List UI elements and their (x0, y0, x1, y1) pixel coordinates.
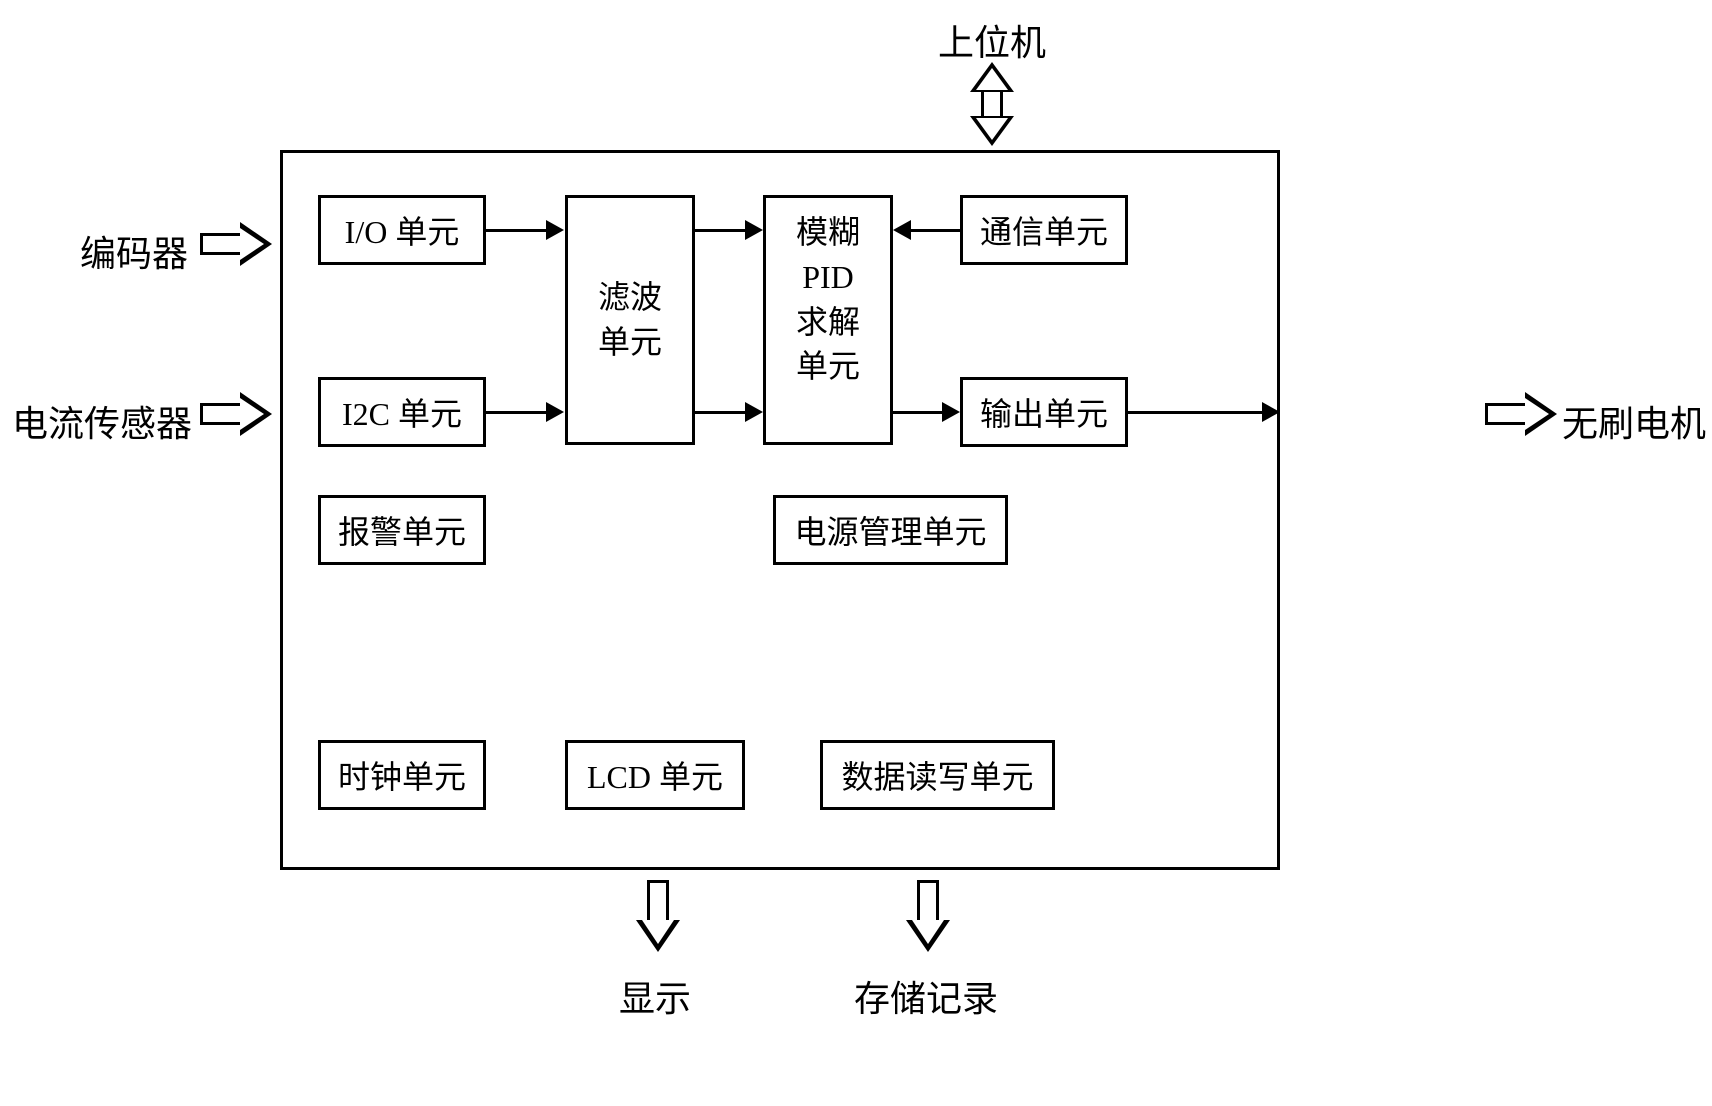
arrowhead-i2c-filter (546, 402, 564, 422)
display-label: 显示 (619, 970, 691, 1022)
clock-unit-label: 时钟单元 (338, 752, 466, 798)
i2c-unit-label: I2C 单元 (342, 389, 462, 435)
comm-unit-label: 通信单元 (980, 207, 1108, 253)
lcd-display-arrow (636, 880, 680, 952)
arrowhead-output-edge (1262, 402, 1280, 422)
power-mgmt-label: 电源管理单元 (794, 507, 986, 553)
power-mgmt-unit-box: 电源管理单元 (773, 495, 1008, 565)
data-storage-arrow (906, 880, 950, 952)
fuzzy-pid-label-4: 单元 (796, 344, 860, 389)
arrow-filter-pid-bot (695, 411, 747, 414)
arrow-comm-pid (911, 229, 960, 232)
fuzzy-pid-label-2: PID (802, 255, 854, 300)
i2c-unit-box: I2C 单元 (318, 377, 486, 447)
fuzzy-pid-label-1: 模糊 (796, 210, 860, 255)
data-rw-label: 数据读写单元 (841, 752, 1033, 798)
storage-label: 存储记录 (854, 970, 998, 1022)
arrowhead-pid-output (942, 402, 960, 422)
io-unit-box: I/O 单元 (318, 195, 486, 265)
filter-unit-box: 滤波 单元 (565, 195, 695, 445)
alarm-unit-box: 报警单元 (318, 495, 486, 565)
filter-unit-label-1: 滤波 (598, 275, 662, 320)
filter-unit-label-2: 单元 (598, 320, 662, 365)
fuzzy-pid-label-3: 求解 (796, 300, 860, 345)
io-unit-label: I/O 单元 (345, 207, 460, 253)
comm-unit-box: 通信单元 (960, 195, 1128, 265)
arrow-i2c-filter (486, 411, 548, 414)
arrowhead-filter-pid-top (745, 220, 763, 240)
lcd-unit-label: LCD 单元 (587, 752, 723, 798)
brushless-motor-label: 无刷电机 (1562, 395, 1706, 447)
arrow-output-edge (1128, 411, 1264, 414)
arrowhead-comm-pid (893, 220, 911, 240)
arrow-pid-output (893, 411, 944, 414)
output-unit-label: 输出单元 (980, 389, 1108, 435)
lcd-unit-box: LCD 单元 (565, 740, 745, 810)
encoder-arrow (200, 222, 272, 266)
encoder-label: 编码器 (80, 225, 188, 277)
data-rw-unit-box: 数据读写单元 (820, 740, 1055, 810)
current-sensor-label: 电流传感器 (12, 395, 192, 447)
system-block-diagram: 上位机 编码器 电流传感器 无刷电机 I/O 单元 I2C 单元 报警单元 滤波… (0, 0, 1712, 1106)
clock-unit-box: 时钟单元 (318, 740, 486, 810)
output-unit-box: 输出单元 (960, 377, 1128, 447)
host-label: 上位机 (938, 14, 1046, 66)
arrow-filter-pid-top (695, 229, 747, 232)
motor-output-arrow (1485, 392, 1557, 436)
arrowhead-io-filter (546, 220, 564, 240)
arrow-io-filter (486, 229, 548, 232)
fuzzy-pid-unit-box: 模糊 PID 求解 单元 (763, 195, 893, 445)
arrowhead-filter-pid-bot (745, 402, 763, 422)
current-sensor-arrow (200, 392, 272, 436)
alarm-unit-label: 报警单元 (338, 507, 466, 553)
host-bidirectional-arrow (970, 62, 1014, 146)
